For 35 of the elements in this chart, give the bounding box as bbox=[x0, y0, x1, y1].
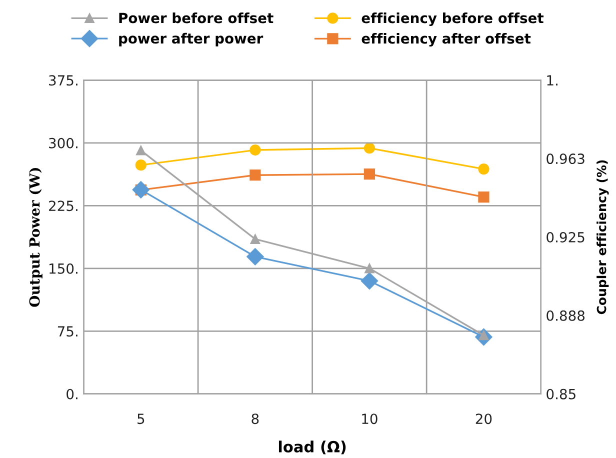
y2-tick-label: 1. bbox=[547, 75, 558, 86]
legend-label: power after power bbox=[119, 32, 264, 46]
y2-tick-label: 0.925 bbox=[546, 232, 584, 242]
point bbox=[360, 272, 378, 290]
y-axis-title: Output Power (W) bbox=[28, 168, 42, 307]
y-tick-label: 0. bbox=[66, 388, 78, 400]
point bbox=[364, 264, 374, 274]
point bbox=[478, 163, 490, 175]
x-tick-label: 10 bbox=[362, 414, 378, 424]
point bbox=[364, 168, 375, 180]
x-axis-title: load (Ω) bbox=[278, 440, 346, 454]
x-tick-label: 20 bbox=[476, 414, 492, 424]
x-tick-label: 8 bbox=[252, 414, 259, 424]
point bbox=[250, 234, 260, 244]
point bbox=[250, 170, 261, 181]
y2-tick-label: 0.85 bbox=[546, 388, 576, 400]
y2-axis-title: Coupler efficiency (%) bbox=[596, 160, 609, 314]
y-tick-label: 375. bbox=[49, 75, 78, 86]
y-tick-label: 75. bbox=[58, 326, 78, 337]
y-tick-label: 150. bbox=[50, 263, 78, 274]
legend-label: efficiency before offset bbox=[362, 12, 544, 26]
point bbox=[132, 181, 150, 198]
point bbox=[135, 160, 146, 171]
point bbox=[250, 144, 261, 156]
point bbox=[364, 142, 375, 154]
y-tick-label: 300. bbox=[49, 138, 78, 148]
y-tick-label: 225. bbox=[49, 200, 78, 212]
point bbox=[246, 248, 264, 266]
point bbox=[136, 146, 146, 156]
x-tick-label: 5 bbox=[138, 414, 144, 424]
point bbox=[478, 192, 490, 203]
y2-tick-label: 0.888 bbox=[546, 310, 585, 321]
y2-tick-label: 0.963 bbox=[546, 154, 584, 164]
legend-label: Power before offset bbox=[119, 12, 274, 24]
legend-label: efficiency after offset bbox=[362, 32, 531, 47]
